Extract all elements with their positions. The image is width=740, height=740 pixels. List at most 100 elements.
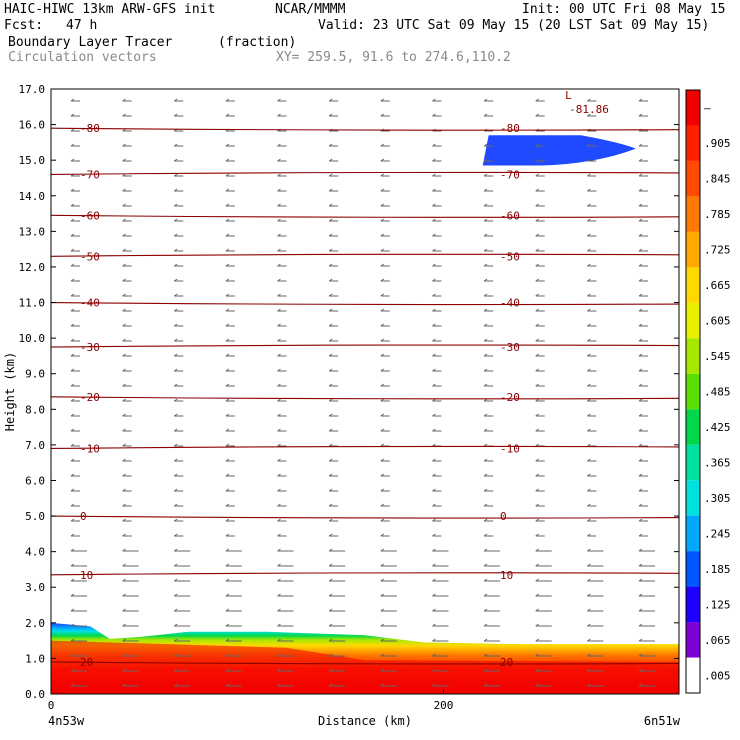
vector-head: [328, 218, 333, 222]
colorbar-label: .605: [704, 315, 731, 328]
vector-head: [432, 383, 436, 387]
vector-head: [173, 548, 178, 552]
vector-head: [70, 608, 75, 612]
vector-head: [173, 368, 178, 372]
vector-head: [225, 338, 230, 342]
vector-head: [70, 638, 75, 642]
vector-head: [380, 488, 385, 492]
y-tick-label: 15.0: [19, 154, 46, 167]
vector-head: [70, 113, 75, 117]
vector-head: [380, 638, 385, 642]
vector-head: [587, 518, 591, 522]
vector-head: [535, 458, 540, 462]
vector-head: [483, 368, 488, 372]
vector-head: [70, 488, 75, 492]
tracer-core: [51, 640, 679, 694]
vector-head: [328, 188, 333, 192]
colorbar-label: .065: [704, 634, 731, 647]
vector-head: [225, 233, 230, 237]
vector-head: [328, 518, 333, 522]
y-tick-label: 13.0: [19, 225, 46, 238]
vector-head: [277, 578, 281, 582]
vector-head: [638, 143, 643, 147]
vector-head: [225, 428, 230, 432]
vector-head: [328, 473, 333, 477]
vector-head: [483, 518, 488, 522]
vector-head: [638, 188, 643, 192]
contour-label: -60: [500, 209, 520, 222]
vector-head: [380, 563, 385, 567]
vector-head: [173, 668, 178, 672]
vector-head: [70, 368, 75, 372]
vector-head: [70, 428, 75, 432]
vector-head: [380, 458, 385, 462]
x-tick-label: 0: [48, 699, 55, 712]
vector-head: [638, 458, 643, 462]
vector-head: [380, 323, 385, 327]
vector-head: [380, 98, 385, 102]
contour-label: 10: [500, 569, 513, 582]
vector-head: [483, 233, 488, 237]
colorbar-swatch: [686, 409, 700, 445]
vector-head: [122, 113, 126, 117]
vector-head: [122, 428, 126, 432]
vector-head: [225, 503, 230, 507]
vector-head: [122, 458, 126, 462]
vector-head: [70, 383, 75, 387]
vector-head: [587, 608, 591, 612]
temperature-contour: [50, 396, 680, 400]
vector-head: [122, 503, 126, 507]
vector-head: [225, 218, 230, 222]
vector-head: [70, 158, 75, 162]
vector-head: [432, 308, 436, 312]
vector-head: [535, 578, 540, 582]
colorbar-swatch: [686, 125, 700, 161]
vector-head: [638, 413, 643, 417]
vector-head: [638, 293, 643, 297]
vector-head: [277, 668, 281, 672]
vector-head: [328, 593, 333, 597]
vector-head: [173, 203, 178, 207]
vector-head: [225, 518, 230, 522]
vector-head: [587, 248, 591, 252]
vector-head: [277, 443, 281, 447]
contour-label: -30: [80, 341, 100, 354]
vector-head: [70, 458, 75, 462]
vector-head: [587, 548, 591, 552]
vector-head: [380, 263, 385, 267]
vector-head: [225, 443, 230, 447]
colorbar-label: .305: [704, 492, 731, 505]
vector-head: [587, 98, 591, 102]
contour-label: -10: [80, 442, 100, 455]
vector-head: [380, 578, 385, 582]
vector-head: [173, 338, 178, 342]
temperature-contour: [50, 127, 680, 131]
vector-head: [173, 218, 178, 222]
vector-head: [122, 563, 126, 567]
vector-head: [277, 308, 281, 312]
vector-head: [638, 653, 643, 657]
temperature-contour: [50, 661, 680, 665]
vector-head: [328, 548, 333, 552]
vector-head: [380, 368, 385, 372]
vector-head: [380, 473, 385, 477]
vector-head: [483, 323, 488, 327]
vector-head: [277, 98, 281, 102]
vector-head: [225, 143, 230, 147]
vector-head: [380, 413, 385, 417]
vector-head: [638, 428, 643, 432]
vector-head: [535, 158, 540, 162]
contour-label: -70: [500, 168, 520, 181]
colorbar-swatch: [686, 480, 700, 516]
vector-head: [122, 248, 126, 252]
y-tick-label: 2.0: [25, 617, 45, 630]
vector-head: [432, 188, 436, 192]
contour-label: -20: [80, 391, 100, 404]
vector-head: [173, 188, 178, 192]
x-left-endpoint-label: 4n53w: [48, 714, 85, 728]
vector-head: [277, 188, 281, 192]
vector-head: [535, 668, 540, 672]
vector-head: [535, 548, 540, 552]
vector-head: [328, 398, 333, 402]
vector-head: [432, 488, 436, 492]
